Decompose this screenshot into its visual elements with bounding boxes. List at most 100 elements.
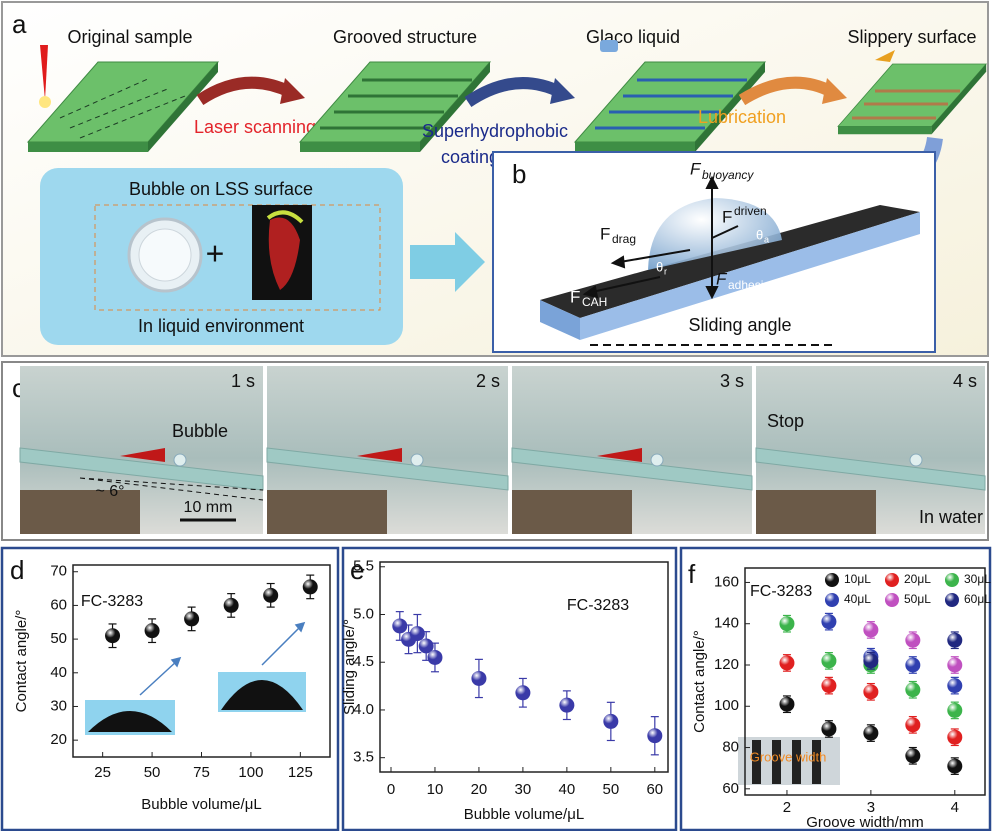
x-tick-label: 10 (427, 781, 444, 798)
point (392, 618, 407, 633)
box-title: Bubble on LSS surface (129, 179, 313, 199)
time-label: 4 s (953, 371, 977, 391)
legend-label: 10μL (844, 572, 871, 586)
y-tick-label: 50 (50, 630, 67, 647)
point (515, 685, 530, 700)
x-tick-label: 50 (144, 764, 161, 781)
legend-marker (825, 593, 839, 607)
force-sub: CAH (582, 295, 607, 309)
point (863, 653, 878, 668)
angle-sub: r (664, 266, 667, 276)
bubble (651, 454, 663, 466)
point (779, 655, 794, 670)
point (905, 633, 920, 648)
y-tick-label: 60 (50, 596, 67, 613)
point (559, 698, 574, 713)
legend-label: 50μL (904, 592, 931, 606)
point (821, 678, 836, 693)
x-tick-label: 30 (515, 781, 532, 798)
x-axis-label: Bubble volume/μL (141, 796, 261, 813)
x-tick-label: 20 (471, 781, 488, 798)
point (905, 682, 920, 697)
step-label: Slippery surface (847, 27, 976, 47)
annotation: FC-3283 (750, 583, 812, 600)
y-tick-label: 120 (714, 656, 739, 673)
table-edge (512, 490, 632, 534)
y-tick-label: 40 (50, 664, 67, 681)
y-tick-label: 80 (722, 739, 739, 756)
time-label: 2 s (476, 371, 500, 391)
annotation: ~ 6° (95, 483, 124, 500)
x-tick-label: 60 (646, 781, 663, 798)
angle-symbol: θ (756, 227, 763, 242)
legend-marker (825, 573, 839, 587)
x-tick-label: 40 (559, 781, 576, 798)
legend-marker (945, 593, 959, 607)
annotation: FC-3283 (567, 597, 629, 614)
point (905, 717, 920, 732)
force-sub: drag (612, 232, 636, 246)
legend-label: 20μL (904, 572, 931, 586)
x-tick-label: 4 (951, 799, 959, 816)
point (821, 614, 836, 629)
point (947, 633, 962, 648)
step-label: Grooved structure (333, 27, 477, 47)
y-tick-label: 140 (714, 615, 739, 632)
bubble (910, 454, 922, 466)
panel-label: a (12, 9, 27, 39)
point (947, 759, 962, 774)
point (905, 657, 920, 672)
point (863, 622, 878, 637)
angle-sub: a (764, 234, 769, 244)
annotation: FC-3283 (81, 593, 143, 610)
legend-marker (885, 593, 899, 607)
force-symbol: F (600, 224, 610, 243)
process-label: Laser scanning (194, 117, 316, 137)
point (947, 730, 962, 745)
point (410, 626, 425, 641)
y-tick-label: 160 (714, 573, 739, 590)
point (224, 598, 239, 613)
bubble-photo (139, 229, 191, 281)
page: {"figure": { "panel_labels": ["a", "b", … (0, 0, 992, 831)
point (471, 671, 486, 686)
force-sub: buoyancy (702, 168, 754, 182)
point (263, 588, 278, 603)
legend-label: 30μL (964, 572, 991, 586)
table-edge (267, 490, 387, 534)
force-symbol: F (716, 269, 728, 288)
laser-spot (39, 96, 51, 108)
table-edge (756, 490, 876, 534)
x-tick-label: 2 (783, 799, 791, 816)
point (184, 611, 199, 626)
x-tick-label: 25 (94, 764, 111, 781)
box-caption: In liquid environment (138, 316, 304, 336)
y-tick-label: 70 (50, 563, 67, 580)
process-label: Superhydrophobic (422, 121, 568, 141)
time-label: 1 s (231, 371, 255, 391)
annotation: 10 mm (184, 499, 233, 516)
plus: + (206, 235, 225, 271)
point (779, 697, 794, 712)
panel-label: b (512, 159, 526, 189)
process-label: coating (441, 147, 499, 167)
point (821, 721, 836, 736)
legend-label: 60μL (964, 592, 991, 606)
x-axis-label: Bubble volume/μL (464, 806, 584, 823)
point (947, 678, 962, 693)
y-tick-label: 30 (50, 697, 67, 714)
point (905, 748, 920, 763)
point (303, 579, 318, 594)
point (603, 714, 618, 729)
y-axis-label: Sliding angle/° (341, 619, 358, 715)
y-axis-label: Contact angle/° (13, 610, 30, 713)
plot-frame (380, 562, 668, 772)
force-sub: driven (734, 204, 767, 218)
spray-bottle (600, 40, 618, 52)
annotation: Bubble (172, 421, 228, 441)
force-symbol: F (570, 287, 580, 306)
legend-marker (945, 573, 959, 587)
inset-label: Groove width (750, 749, 827, 764)
angle-symbol: θ (656, 259, 663, 274)
y-tick-label: 100 (714, 697, 739, 714)
